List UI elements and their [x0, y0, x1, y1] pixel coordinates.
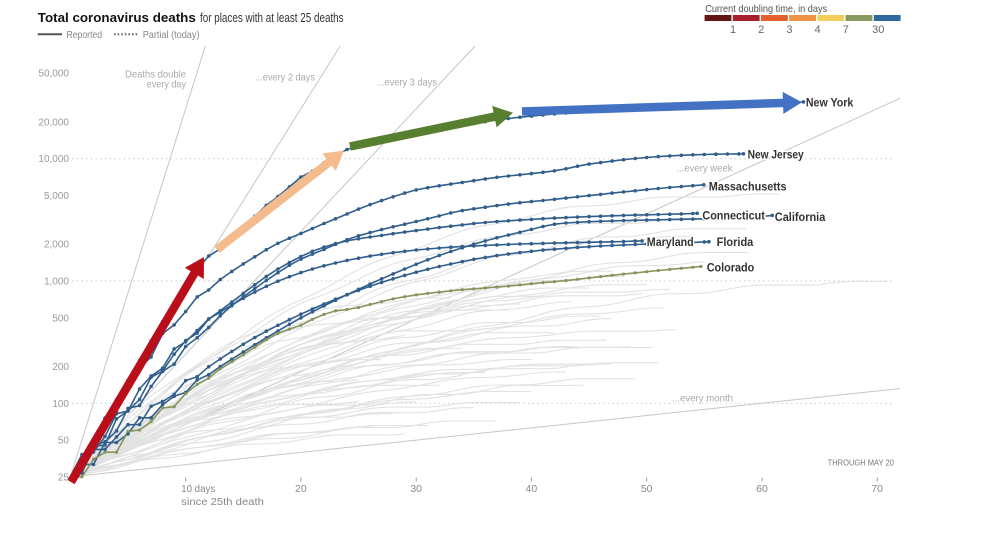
svg-text:Florida: Florida	[717, 235, 754, 249]
svg-text:Maryland: Maryland	[647, 235, 694, 249]
svg-text:every day: every day	[147, 79, 187, 91]
svg-text:4: 4	[815, 24, 821, 36]
svg-text:30: 30	[410, 483, 422, 495]
svg-text:20: 20	[295, 483, 307, 495]
svg-text:since 25th death: since 25th death	[181, 496, 264, 508]
svg-text:Massachusetts: Massachusetts	[709, 180, 787, 194]
svg-text:200: 200	[52, 362, 69, 373]
svg-text:...every week: ...every week	[677, 163, 734, 175]
svg-text:25: 25	[58, 472, 70, 483]
svg-text:3: 3	[786, 24, 792, 36]
svg-text:California: California	[775, 210, 826, 224]
svg-text:10 days: 10 days	[181, 483, 215, 495]
svg-text:50: 50	[58, 436, 70, 447]
svg-text:10,000: 10,000	[38, 154, 69, 165]
svg-text:5,000: 5,000	[44, 191, 69, 202]
svg-text:for places with at least 25 de: for places with at least 25 deaths	[200, 10, 344, 25]
svg-text:60: 60	[756, 483, 768, 495]
svg-text:50: 50	[641, 483, 653, 495]
svg-text:Current doubling time, in days: Current doubling time, in days	[705, 3, 827, 15]
svg-text:Total coronavirus deaths: Total coronavirus deaths	[38, 10, 196, 25]
svg-text:...every month: ...every month	[672, 393, 733, 405]
svg-text:2: 2	[758, 24, 764, 36]
svg-text:70: 70	[871, 483, 883, 495]
svg-text:100: 100	[52, 399, 69, 410]
svg-text:New York: New York	[806, 96, 854, 110]
svg-text:40: 40	[526, 483, 538, 495]
svg-text:Colorado: Colorado	[707, 260, 755, 274]
svg-text:30: 30	[872, 24, 884, 36]
svg-text:...every 2 days: ...every 2 days	[255, 72, 315, 84]
svg-text:Reported: Reported	[67, 29, 103, 41]
svg-text:Partial (today): Partial (today)	[143, 29, 200, 41]
svg-text:1,000: 1,000	[44, 276, 69, 287]
svg-text:20,000: 20,000	[38, 117, 69, 128]
svg-text:500: 500	[52, 313, 69, 324]
svg-text:New Jersey: New Jersey	[748, 148, 804, 162]
svg-text:1: 1	[730, 24, 736, 36]
svg-text:7: 7	[843, 24, 849, 36]
svg-text:THROUGH MAY 20: THROUGH MAY 20	[828, 458, 895, 468]
svg-text:...every 3 days: ...every 3 days	[377, 77, 437, 89]
svg-text:2,000: 2,000	[44, 240, 69, 251]
svg-text:50,000: 50,000	[38, 69, 69, 80]
svg-text:Connecticut: Connecticut	[702, 209, 765, 223]
svg-text:Deaths double: Deaths double	[125, 69, 186, 81]
